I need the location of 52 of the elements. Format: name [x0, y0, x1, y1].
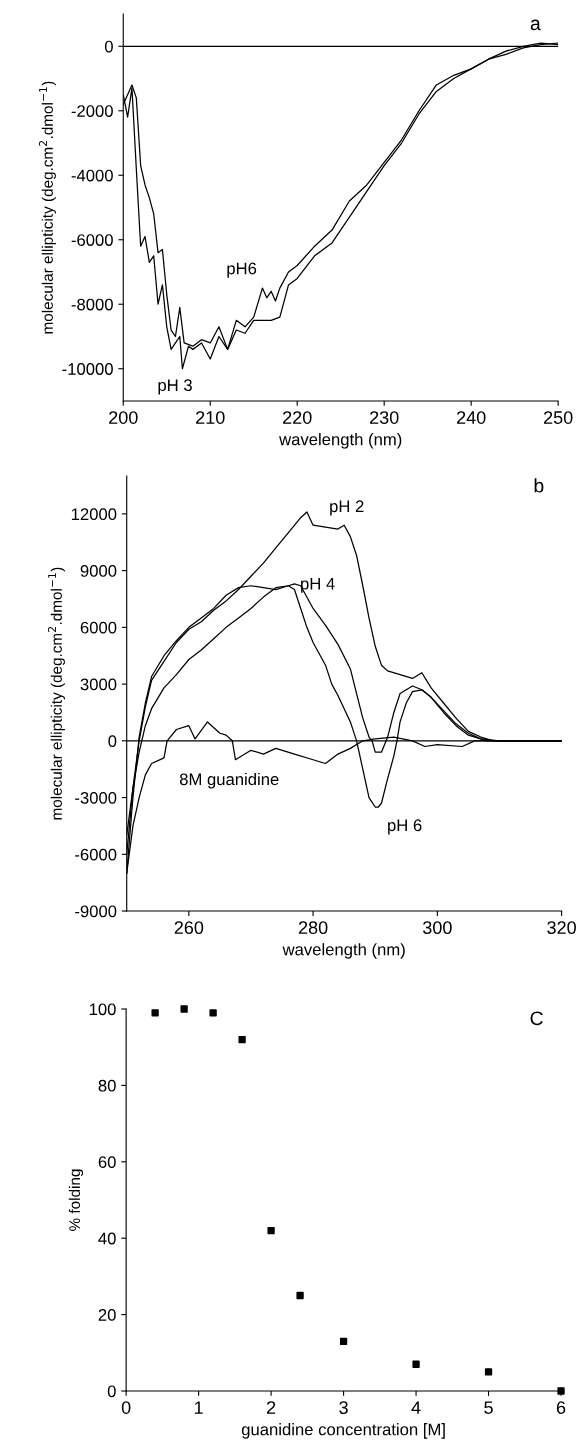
annotation: C [530, 1011, 543, 1026]
x-axis-title: guanidine concentration [M] [241, 1423, 445, 1439]
y-tick-label: -4000 [71, 169, 113, 182]
y-axis-title: molecular ellipticity (deg.cm$^{2}$.dmol$^{−1}$) [38, 81, 56, 334]
series-label: pH 4 [301, 577, 335, 593]
x-tick-label: 210 [196, 411, 225, 424]
y-tick-label: -6000 [75, 848, 117, 861]
y-tick-label: -10000 [62, 363, 113, 375]
x-tick-label: 3 [339, 1401, 348, 1414]
y-tick-label: -8000 [71, 298, 113, 311]
annotation: a [530, 19, 541, 31]
y-tick-label: -2000 [71, 105, 113, 117]
x-tick-label: 2 [266, 1401, 276, 1414]
y-axis-title: % folding [68, 1169, 84, 1231]
y-tick-label: 3000 [80, 678, 117, 691]
y-tick-label: 0 [108, 735, 117, 748]
x-tick-label: 1 [194, 1401, 203, 1414]
y-tick-label: 100 [89, 1003, 116, 1016]
x-tick-label: 300 [422, 921, 452, 935]
annotation: b [534, 478, 544, 493]
x-tick-label: 0 [121, 1401, 131, 1414]
x-tick-label: 230 [370, 411, 399, 424]
y-tick-label: 60 [98, 1156, 116, 1168]
x-tick-label: 6 [556, 1401, 566, 1414]
y-tick-label: -3000 [75, 791, 117, 804]
y-tick-label: 12000 [71, 508, 117, 521]
y-tick-label: 80 [98, 1079, 116, 1092]
y-tick-label: 9000 [80, 565, 117, 577]
x-tick-label: 320 [547, 921, 576, 935]
series-label: 8M guanidine [179, 772, 279, 789]
y-axis-title: molecular ellipticity (deg.cm$^{2}$.dmol$^{−1}$) [47, 567, 65, 820]
x-tick-label: 260 [174, 921, 204, 935]
series-label: pH 2 [330, 500, 364, 516]
y-tick-label: 20 [98, 1309, 116, 1321]
y-tick-label: 0 [104, 40, 113, 53]
y-tick-label: -9000 [75, 905, 117, 918]
series-label: pH 3 [158, 379, 192, 395]
x-tick-label: 220 [283, 411, 312, 424]
x-tick-label: 200 [109, 411, 138, 424]
x-tick-label: 4 [411, 1401, 421, 1414]
x-tick-label: 5 [484, 1401, 493, 1414]
series-label: pH6 [227, 262, 257, 278]
x-axis-title: wavelength (nm) [279, 433, 402, 449]
y-tick-label: -6000 [71, 234, 113, 246]
x-tick-label: 280 [298, 921, 328, 935]
y-tick-label: 6000 [80, 621, 117, 634]
y-tick-label: 40 [98, 1232, 116, 1245]
x-axis-title: wavelength (nm) [282, 943, 405, 959]
x-tick-label: 240 [457, 411, 486, 424]
series-label: pH 6 [388, 819, 422, 835]
y-tick-label: 0 [107, 1385, 116, 1398]
x-tick-label: 250 [543, 411, 573, 424]
